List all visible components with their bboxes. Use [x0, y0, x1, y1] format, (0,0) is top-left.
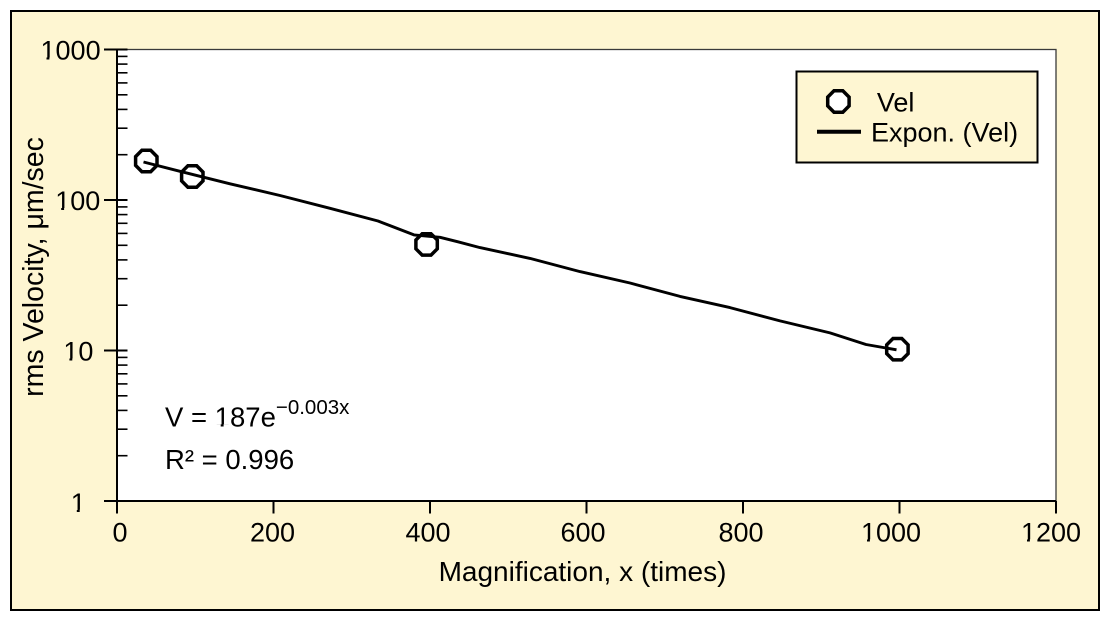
svg-text:Vel: Vel	[877, 88, 915, 118]
svg-text:200: 200	[250, 518, 295, 548]
svg-text:10: 10	[63, 337, 93, 367]
svg-text:V = 187e−0.003x: V = 187e−0.003x	[165, 396, 350, 432]
svg-text:rms Velocity, μm/sec: rms Velocity, μm/sec	[18, 137, 50, 397]
svg-text:1200: 1200	[1021, 518, 1081, 548]
svg-text:100: 100	[55, 186, 100, 216]
svg-text:600: 600	[560, 518, 605, 548]
svg-text:0: 0	[112, 518, 127, 548]
svg-text:800: 800	[718, 518, 763, 548]
svg-text:1000: 1000	[41, 36, 101, 66]
svg-text:1000: 1000	[861, 518, 921, 548]
svg-text:Magnification, x (times): Magnification, x (times)	[439, 556, 727, 587]
svg-text:1: 1	[71, 488, 86, 518]
svg-text:Expon. (Vel): Expon. (Vel)	[871, 117, 1018, 147]
svg-text:400: 400	[405, 518, 450, 548]
svg-text:R² = 0.996: R² = 0.996	[165, 444, 294, 475]
